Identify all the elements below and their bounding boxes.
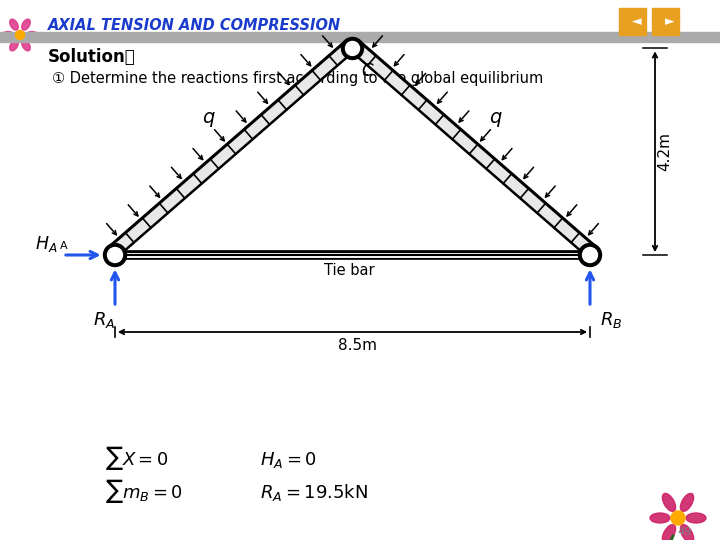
- Text: $R_A$: $R_A$: [93, 310, 115, 330]
- Circle shape: [578, 244, 601, 267]
- Text: $\sum m_B = 0$: $\sum m_B = 0$: [105, 477, 183, 505]
- Text: 49: 49: [678, 527, 692, 537]
- Text: $C$: $C$: [361, 64, 374, 80]
- Circle shape: [16, 30, 24, 39]
- Ellipse shape: [22, 19, 30, 30]
- Text: 8.5m: 8.5m: [338, 338, 377, 353]
- Text: $\sum X = 0$: $\sum X = 0$: [105, 444, 168, 472]
- Bar: [619, 8, 646, 35]
- Ellipse shape: [680, 524, 693, 540]
- Text: ◄: ◄: [631, 15, 642, 28]
- Polygon shape: [351, 41, 597, 257]
- Circle shape: [671, 511, 685, 525]
- Text: $R_B$: $R_B$: [600, 310, 622, 330]
- Text: ① Determine the reactions first according to the global equilibrium: ① Determine the reactions first accordin…: [52, 71, 544, 86]
- Text: $H_A$: $H_A$: [35, 234, 58, 254]
- Text: $q$: $q$: [490, 110, 503, 129]
- Ellipse shape: [10, 19, 18, 30]
- Ellipse shape: [26, 31, 38, 38]
- Ellipse shape: [680, 494, 693, 511]
- Text: Tie bar: Tie bar: [325, 263, 375, 278]
- Ellipse shape: [686, 513, 706, 523]
- Circle shape: [107, 247, 122, 262]
- Text: $H_A = 0$: $H_A = 0$: [260, 450, 317, 470]
- Circle shape: [582, 247, 598, 262]
- Text: ►: ►: [665, 15, 675, 28]
- Ellipse shape: [2, 31, 14, 38]
- Text: $R_A = 19.5{\rm kN}$: $R_A = 19.5{\rm kN}$: [260, 482, 368, 503]
- Ellipse shape: [650, 513, 670, 523]
- Text: Solution：: Solution：: [48, 48, 136, 66]
- Polygon shape: [109, 41, 354, 257]
- Ellipse shape: [662, 524, 675, 540]
- Bar: [0, 32, 720, 42]
- Bar: [652, 8, 679, 35]
- Ellipse shape: [10, 40, 18, 51]
- Text: $q$: $q$: [202, 110, 215, 129]
- Text: 4.2m: 4.2m: [657, 132, 672, 171]
- Ellipse shape: [662, 494, 675, 511]
- Circle shape: [341, 37, 364, 59]
- Text: A: A: [60, 241, 68, 251]
- Circle shape: [346, 42, 359, 56]
- Ellipse shape: [22, 40, 30, 51]
- Text: AXIAL TENSION AND COMPRESSION: AXIAL TENSION AND COMPRESSION: [48, 18, 341, 33]
- Circle shape: [104, 244, 127, 267]
